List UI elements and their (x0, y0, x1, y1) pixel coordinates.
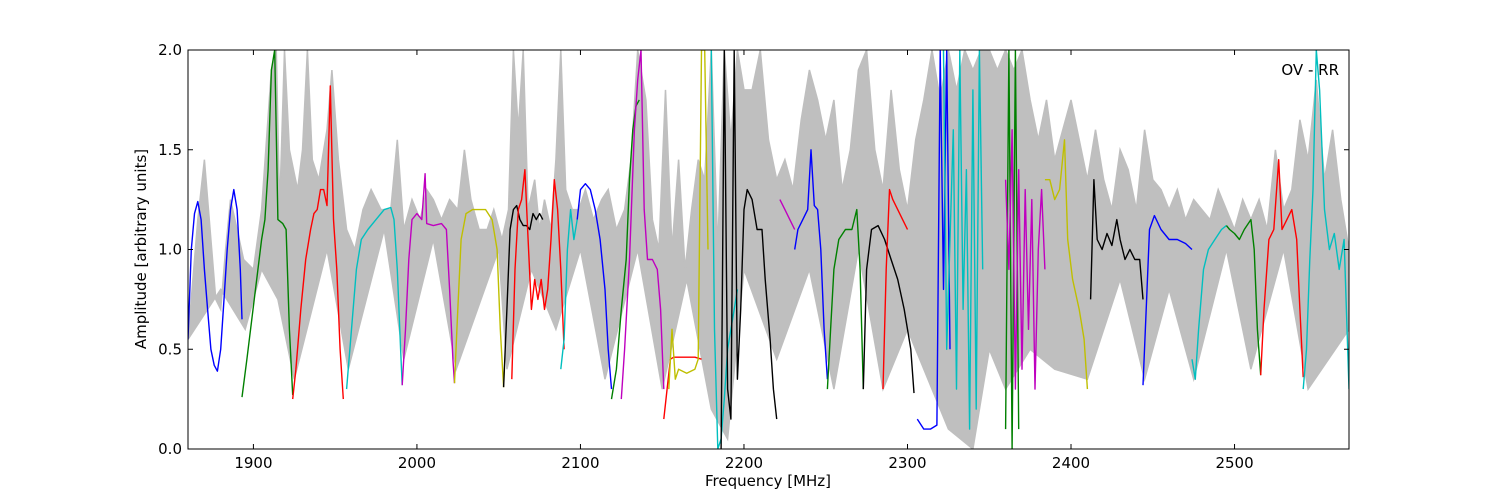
series-line-1 (188, 188, 243, 372)
y-axis-label: Amplitude [arbitrary units] (132, 149, 150, 349)
series-line-20 (862, 224, 915, 394)
x-tick-label: 2400 (1052, 454, 1090, 472)
series-line-15 (710, 50, 739, 449)
series-line-23 (942, 50, 984, 430)
series-line-2 (241, 50, 294, 398)
x-tick-label: 1900 (234, 454, 272, 472)
series-line-27 (1089, 178, 1144, 300)
series-line-28 (1142, 214, 1193, 386)
y-tick-label: 0.0 (158, 440, 182, 458)
series-line-26 (1044, 139, 1089, 390)
series-line-4 (345, 206, 403, 390)
series-line-32 (1302, 50, 1349, 390)
series-line-12 (620, 50, 665, 400)
y-tick-label: 1.5 (158, 141, 182, 159)
series-line-21 (882, 188, 909, 390)
plot-area (188, 50, 1349, 449)
series-line-29 (1191, 225, 1227, 380)
series-line-31 (1260, 158, 1304, 378)
series-line-24 (1004, 50, 1020, 449)
y-tick-label: 0.5 (158, 340, 182, 358)
series-line-8 (511, 168, 565, 380)
x-tick-label: 2300 (888, 454, 926, 472)
series-line-18 (794, 149, 829, 380)
axis-ticks: 1900 2000 2100 2200 2300 2400 2500 0.0 0.5 1.0 1.5… (158, 41, 1349, 472)
series-line-17 (779, 199, 796, 230)
series-line-7 (502, 204, 544, 388)
x-tick-label: 2100 (561, 454, 599, 472)
series-line-6 (453, 208, 505, 388)
x-tick-label: 2000 (398, 454, 436, 472)
series-line-16 (720, 50, 778, 449)
annotation-label: OV - RR (1281, 61, 1339, 79)
series-line-22 (916, 50, 951, 430)
series-line-30 (1225, 218, 1262, 376)
x-axis-label: Frequency [MHz] (705, 472, 831, 490)
series-line-14 (668, 50, 709, 390)
series-line-9 (560, 208, 578, 370)
series-line-5 (401, 172, 456, 386)
series-line-10 (576, 182, 613, 390)
x-tick-label: 2200 (725, 454, 763, 472)
series-line-3 (292, 85, 344, 400)
background-envelope (188, 50, 1349, 449)
y-tick-label: 2.0 (158, 41, 182, 59)
series-line-25 (1004, 129, 1046, 390)
x-tick-label: 2500 (1215, 454, 1253, 472)
series-line-19 (826, 208, 864, 390)
series-line-13 (663, 356, 702, 420)
y-tick-label: 1.0 (158, 241, 182, 259)
